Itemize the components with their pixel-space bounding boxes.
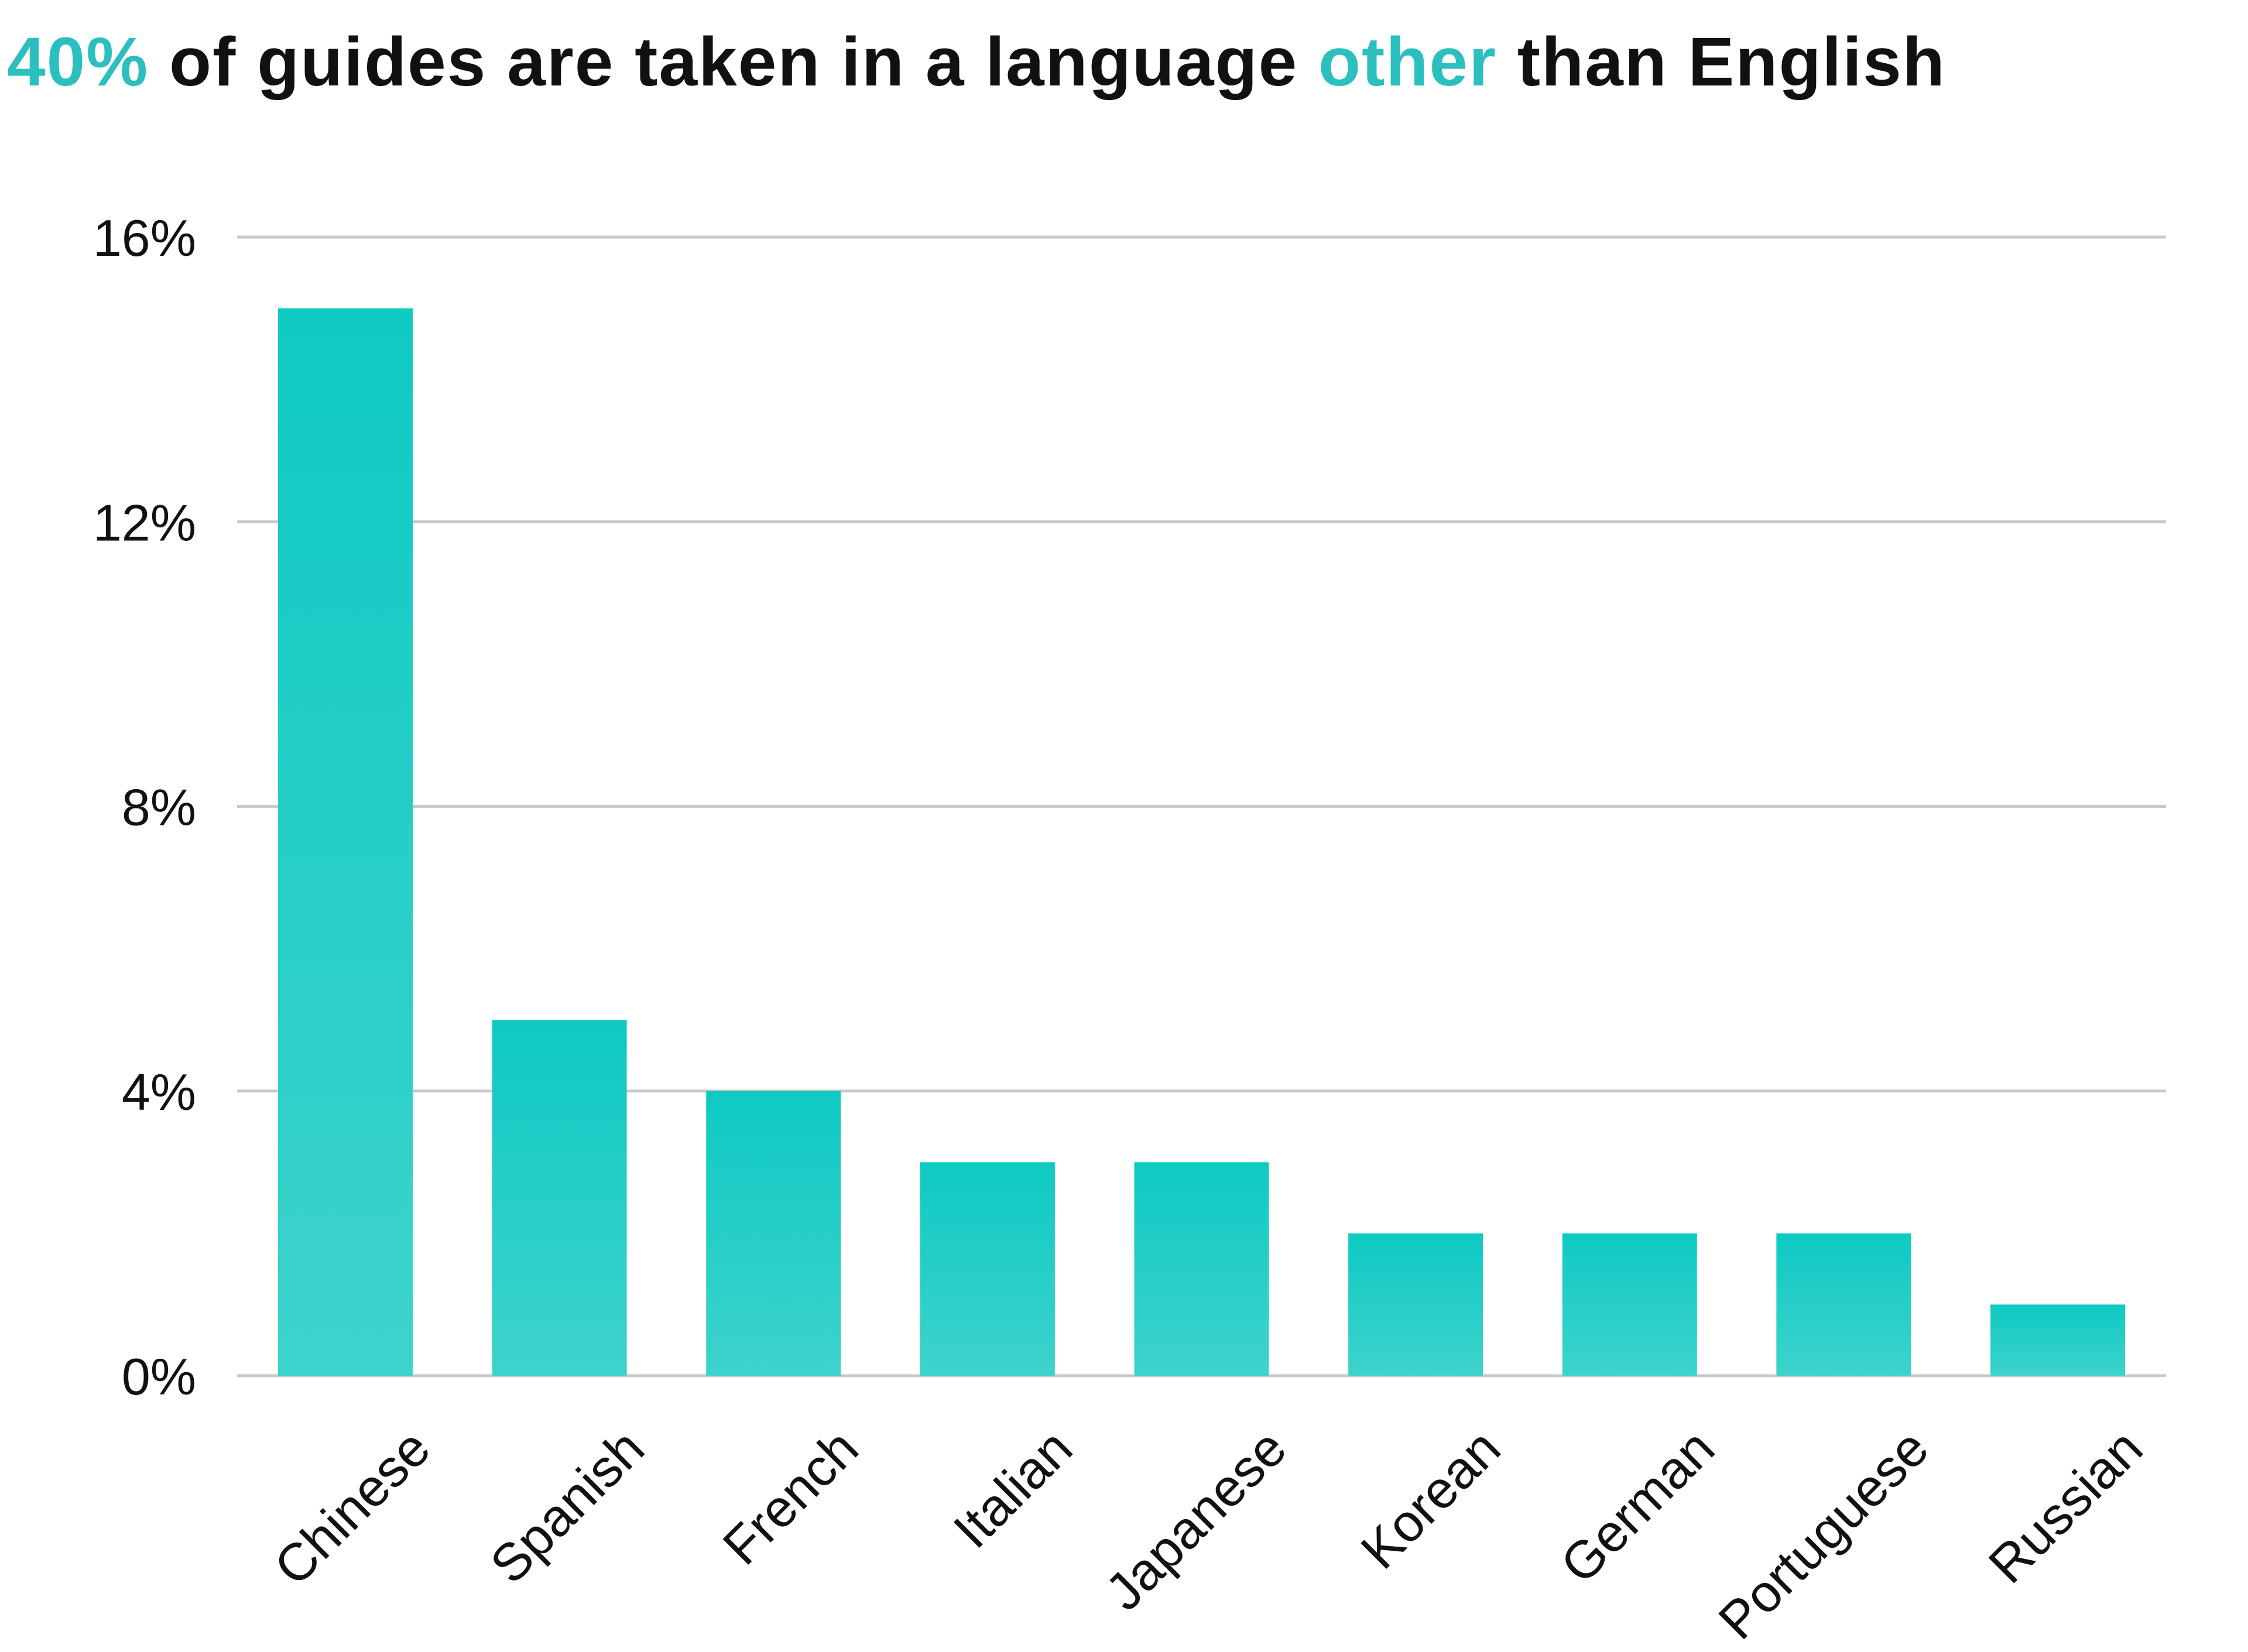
bar-french <box>706 1091 841 1376</box>
title-highlight: 40% <box>7 23 149 101</box>
bar-japanese <box>1134 1162 1269 1376</box>
x-tick-label: Japanese <box>1095 1418 1298 1622</box>
title-text: of guides are taken in a language <box>149 23 1319 101</box>
bar-portuguese <box>1776 1233 1911 1376</box>
x-tick-label: Chinese <box>263 1418 441 1596</box>
bar-german <box>1562 1233 1697 1376</box>
bars <box>278 308 2125 1376</box>
bar-chinese <box>278 308 413 1376</box>
y-axis-ticks: 0% 4% 8% 12% 16% <box>93 209 196 1406</box>
x-tick-label: Spanish <box>479 1418 656 1595</box>
bar-spanish <box>492 1020 627 1376</box>
bar-korean <box>1348 1233 1483 1376</box>
bar-russian <box>1990 1304 2125 1376</box>
chart-title: 40% of guides are taken in a language ot… <box>7 22 1946 102</box>
bar-italian <box>920 1162 1055 1376</box>
title-highlight: other <box>1318 23 1497 101</box>
x-tick-label: Portuguese <box>1708 1418 1939 1650</box>
x-tick-label: Russian <box>1978 1418 2154 1595</box>
x-tick-label: French <box>712 1418 870 1576</box>
y-tick-label: 8% <box>122 779 196 837</box>
title-text: than English <box>1497 23 1946 101</box>
y-tick-label: 12% <box>93 493 196 551</box>
x-axis-labels: Chinese Spanish French Italian Japanese Korea… <box>263 1418 2154 1650</box>
y-tick-label: 4% <box>122 1063 196 1121</box>
x-tick-label: German <box>1550 1418 1726 1595</box>
x-tick-label: Italian <box>943 1418 1084 1560</box>
y-tick-label: 0% <box>122 1348 196 1406</box>
y-tick-label: 16% <box>93 209 196 267</box>
x-tick-label: Korean <box>1350 1418 1512 1580</box>
